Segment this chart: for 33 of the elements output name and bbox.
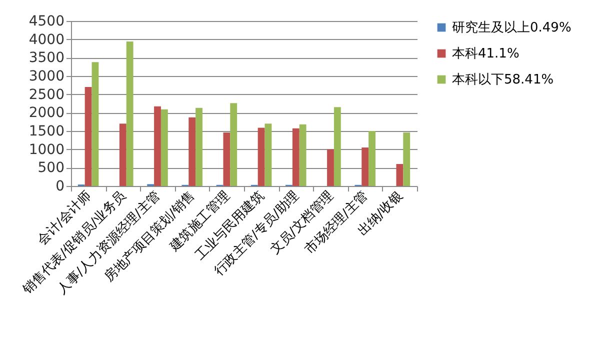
y-tick-label: 500 <box>38 160 64 176</box>
y-tick-label: 2000 <box>28 105 64 122</box>
bar <box>92 62 99 186</box>
legend-label: 本科以下58.41% <box>452 72 554 88</box>
bar <box>160 109 168 186</box>
bar <box>223 132 230 186</box>
y-tick-label: 0 <box>56 178 64 194</box>
bar <box>362 148 369 186</box>
y-tick-label: 2500 <box>28 86 64 103</box>
legend-label: 本科41.1% <box>452 46 520 62</box>
y-tick-label: 4500 <box>28 14 64 30</box>
bar <box>196 108 202 186</box>
bar <box>368 131 376 186</box>
bar <box>188 117 196 186</box>
y-tick-label: 3000 <box>28 68 64 84</box>
y-tick-label: 1000 <box>28 142 64 158</box>
bar <box>119 124 126 186</box>
bar <box>403 132 410 186</box>
bar <box>258 128 265 186</box>
legend-label: 研究生及以上0.49% <box>452 20 572 36</box>
y-tick-label: 3500 <box>28 50 64 66</box>
y-tick-label: 4000 <box>28 32 64 48</box>
bar <box>292 128 300 186</box>
bar <box>154 106 161 186</box>
bar <box>396 164 404 186</box>
bar <box>230 103 238 186</box>
bar <box>264 124 272 186</box>
bar <box>299 124 306 186</box>
bar <box>334 107 341 186</box>
bar <box>327 149 334 186</box>
bar <box>84 87 92 186</box>
bar <box>126 42 134 186</box>
y-tick-label: 1500 <box>28 124 64 140</box>
